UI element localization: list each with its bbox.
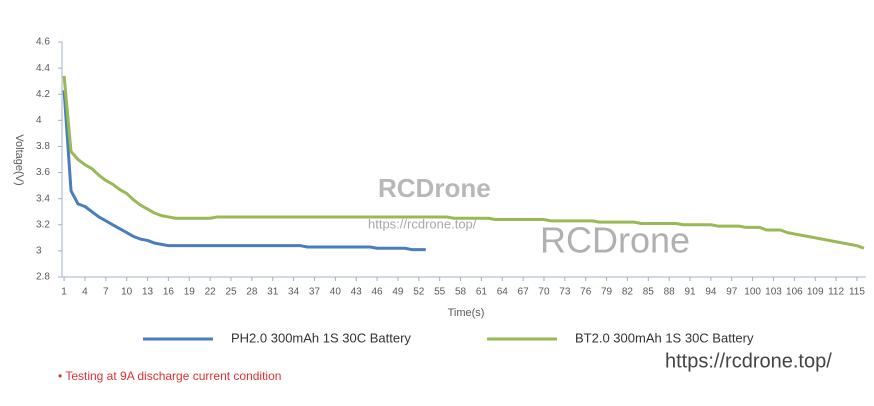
- watermark: RCDrone: [378, 173, 491, 203]
- note: • Testing at 9A discharge current condit…: [58, 369, 281, 383]
- x-tick-label: 70: [538, 287, 550, 298]
- x-tick-label: 82: [622, 287, 634, 298]
- x-tick-label: 73: [559, 287, 571, 298]
- series-line: [62, 90, 426, 252]
- x-tick-label: 16: [163, 287, 175, 298]
- x-tick-label: 97: [726, 287, 738, 298]
- x-tick-label: 43: [351, 287, 363, 298]
- x-tick-label: 34: [288, 287, 300, 298]
- x-tick-label: 55: [434, 287, 446, 298]
- x-tick-label: 76: [580, 287, 592, 298]
- x-tick-label: 31: [267, 287, 279, 298]
- y-tick-label: 3.4: [36, 193, 50, 204]
- x-axis-label: Time(s): [448, 307, 485, 319]
- x-tick-label: 49: [392, 287, 404, 298]
- series-line: [62, 75, 865, 250]
- x-tick-label: 28: [246, 287, 258, 298]
- x-tick-label: 106: [786, 287, 803, 298]
- x-tick-label: 94: [705, 287, 717, 298]
- x-tick-label: 1: [61, 287, 67, 298]
- y-tick-label: 4: [36, 115, 42, 126]
- y-tick-label: 4.4: [36, 63, 50, 74]
- x-tick-label: 100: [744, 287, 761, 298]
- x-tick-label: 112: [828, 287, 844, 298]
- y-tick-label: 3.2: [36, 219, 50, 230]
- y-tick-label: 2.8: [36, 272, 50, 283]
- x-tick-label: 7: [103, 287, 109, 298]
- x-tick-label: 4: [82, 287, 88, 298]
- x-tick-label: 91: [684, 287, 696, 298]
- y-tick-label: 3.6: [36, 167, 50, 178]
- x-tick-label: 109: [807, 287, 824, 298]
- x-tick-label: 40: [330, 287, 342, 298]
- x-tick-label: 58: [455, 287, 467, 298]
- y-tick-label: 4.6: [36, 37, 50, 48]
- legend-label: BT2.0 300mAh 1S 30C Battery: [575, 330, 754, 345]
- x-tick-label: 64: [497, 287, 509, 298]
- x-tick-label: 88: [664, 287, 676, 298]
- watermark: https://rcdrone.top/: [368, 216, 477, 231]
- watermark: RCDrone: [540, 220, 690, 261]
- x-tick-label: 22: [205, 287, 217, 298]
- x-tick-label: 85: [643, 287, 655, 298]
- y-tick-label: 4.2: [36, 89, 50, 100]
- y-tick-label: 3.8: [36, 141, 50, 152]
- x-tick-label: 67: [518, 287, 530, 298]
- x-tick-label: 10: [121, 287, 133, 298]
- x-tick-label: 79: [601, 287, 613, 298]
- x-tick-label: 46: [371, 287, 383, 298]
- watermark: https://rcdrone.top/: [665, 350, 832, 372]
- x-tick-label: 19: [184, 287, 196, 298]
- y-tick-label: 3: [36, 246, 42, 257]
- legend-label: PH2.0 300mAh 1S 30C Battery: [231, 330, 411, 345]
- x-tick-label: 61: [476, 287, 488, 298]
- x-tick-label: 25: [225, 287, 237, 298]
- y-axis-label: Voltage(V): [13, 134, 25, 185]
- x-tick-label: 52: [413, 287, 425, 298]
- x-tick-label: 103: [765, 287, 782, 298]
- x-tick-label: 13: [142, 287, 154, 298]
- x-tick-label: 37: [309, 287, 321, 298]
- x-tick-label: 115: [849, 287, 865, 298]
